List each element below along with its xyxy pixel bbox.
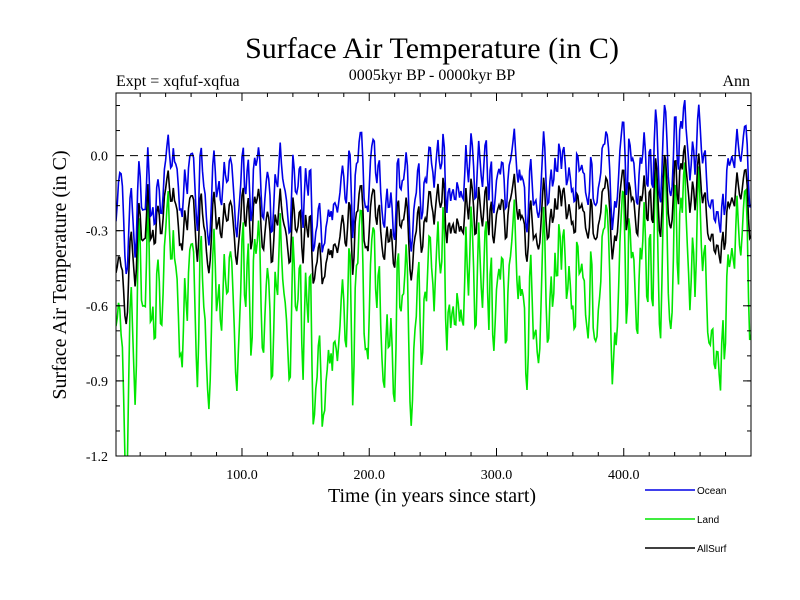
y-axis: 0.0 -0.3 -0.6 -0.9 -1.2 bbox=[86, 105, 751, 465]
x-tick-label: 200.0 bbox=[353, 468, 385, 483]
x-axis: 100.0 200.0 300.0 400.0 bbox=[139, 93, 727, 483]
legend-label-land: Land bbox=[697, 515, 719, 526]
x-axis-label: Time (in years since start) bbox=[328, 485, 536, 507]
legend-label-ocean: Ocean bbox=[697, 486, 726, 497]
y-tick-label: -1.2 bbox=[86, 450, 108, 465]
series-line-allsurf bbox=[116, 145, 751, 325]
y-tick-label: 0.0 bbox=[91, 150, 109, 165]
y-axis-label: Surface Air Temperature (in C) bbox=[49, 150, 71, 399]
legend: Ocean Land AllSurf bbox=[645, 486, 727, 555]
x-tick-label: 400.0 bbox=[608, 468, 640, 483]
x-tick-label: 100.0 bbox=[226, 468, 258, 483]
x-tick-label: 300.0 bbox=[481, 468, 513, 483]
series-layer bbox=[116, 99, 751, 456]
series-line-land bbox=[116, 160, 751, 456]
legend-label-allsurf: AllSurf bbox=[697, 544, 727, 555]
subtitle-period: 0005kyr BP - 0000kyr BP bbox=[349, 67, 516, 84]
series-line-ocean bbox=[116, 99, 751, 275]
subtitle-season: Ann bbox=[722, 73, 750, 90]
subtitle-experiment: Expt = xqfuf-xqfua bbox=[116, 73, 240, 90]
y-tick-label: -0.6 bbox=[86, 300, 108, 315]
y-tick-label: -0.9 bbox=[86, 375, 108, 390]
chart-title: Surface Air Temperature (in C) bbox=[245, 32, 619, 65]
y-tick-label: -0.3 bbox=[86, 225, 108, 240]
plot-frame bbox=[115, 92, 752, 457]
